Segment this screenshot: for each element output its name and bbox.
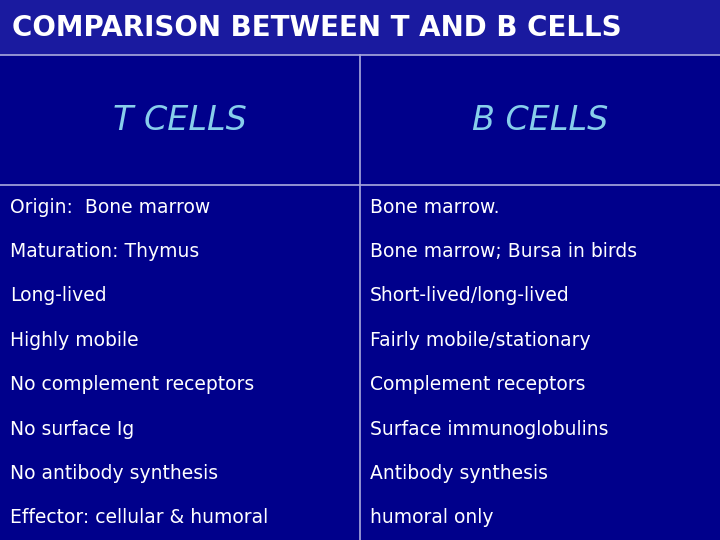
Text: Effector: cellular & humoral: Effector: cellular & humoral xyxy=(10,508,269,528)
Text: Maturation: Thymus: Maturation: Thymus xyxy=(10,242,199,261)
Bar xyxy=(0,55,720,185)
Text: Origin:  Bone marrow: Origin: Bone marrow xyxy=(10,198,210,217)
Text: Antibody synthesis: Antibody synthesis xyxy=(370,464,548,483)
Text: T CELLS: T CELLS xyxy=(113,104,247,137)
Text: Highly mobile: Highly mobile xyxy=(10,331,139,350)
Text: COMPARISON BETWEEN T AND B CELLS: COMPARISON BETWEEN T AND B CELLS xyxy=(12,14,621,42)
Text: Surface immunoglobulins: Surface immunoglobulins xyxy=(370,420,608,438)
Text: Bone marrow.: Bone marrow. xyxy=(370,198,500,217)
Text: Complement receptors: Complement receptors xyxy=(370,375,585,394)
Text: Long-lived: Long-lived xyxy=(10,286,107,306)
Text: Fairly mobile/stationary: Fairly mobile/stationary xyxy=(370,331,590,350)
Text: B CELLS: B CELLS xyxy=(472,104,608,137)
Text: Bone marrow; Bursa in birds: Bone marrow; Bursa in birds xyxy=(370,242,637,261)
Text: No antibody synthesis: No antibody synthesis xyxy=(10,464,218,483)
Text: No surface Ig: No surface Ig xyxy=(10,420,134,438)
Text: No complement receptors: No complement receptors xyxy=(10,375,254,394)
Bar xyxy=(0,0,720,55)
Text: Short-lived/long-lived: Short-lived/long-lived xyxy=(370,286,570,306)
Bar xyxy=(0,185,720,540)
Text: humoral only: humoral only xyxy=(370,508,493,528)
